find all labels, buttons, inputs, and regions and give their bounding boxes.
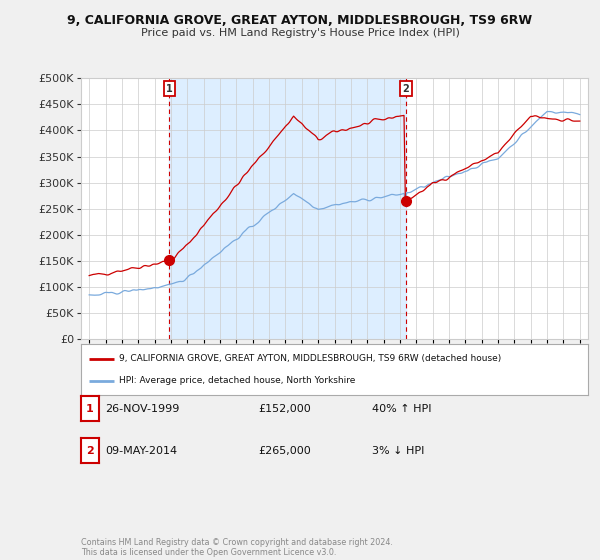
Bar xyxy=(169,78,406,339)
Text: 1: 1 xyxy=(166,84,173,94)
Text: £265,000: £265,000 xyxy=(258,446,311,456)
Text: 40% ↑ HPI: 40% ↑ HPI xyxy=(372,404,431,414)
Text: 9, CALIFORNIA GROVE, GREAT AYTON, MIDDLESBROUGH, TS9 6RW: 9, CALIFORNIA GROVE, GREAT AYTON, MIDDLE… xyxy=(67,14,533,27)
Text: 3% ↓ HPI: 3% ↓ HPI xyxy=(372,446,424,456)
Text: 26-NOV-1999: 26-NOV-1999 xyxy=(105,404,179,414)
Text: 09-MAY-2014: 09-MAY-2014 xyxy=(105,446,177,456)
Text: HPI: Average price, detached house, North Yorkshire: HPI: Average price, detached house, Nort… xyxy=(119,376,355,385)
Text: Price paid vs. HM Land Registry's House Price Index (HPI): Price paid vs. HM Land Registry's House … xyxy=(140,28,460,38)
Text: 2: 2 xyxy=(403,84,409,94)
Text: £152,000: £152,000 xyxy=(258,404,311,414)
Text: 2: 2 xyxy=(86,446,94,456)
Text: Contains HM Land Registry data © Crown copyright and database right 2024.
This d: Contains HM Land Registry data © Crown c… xyxy=(81,538,393,557)
Text: 9, CALIFORNIA GROVE, GREAT AYTON, MIDDLESBROUGH, TS9 6RW (detached house): 9, CALIFORNIA GROVE, GREAT AYTON, MIDDLE… xyxy=(119,354,501,363)
Text: 1: 1 xyxy=(86,404,94,414)
